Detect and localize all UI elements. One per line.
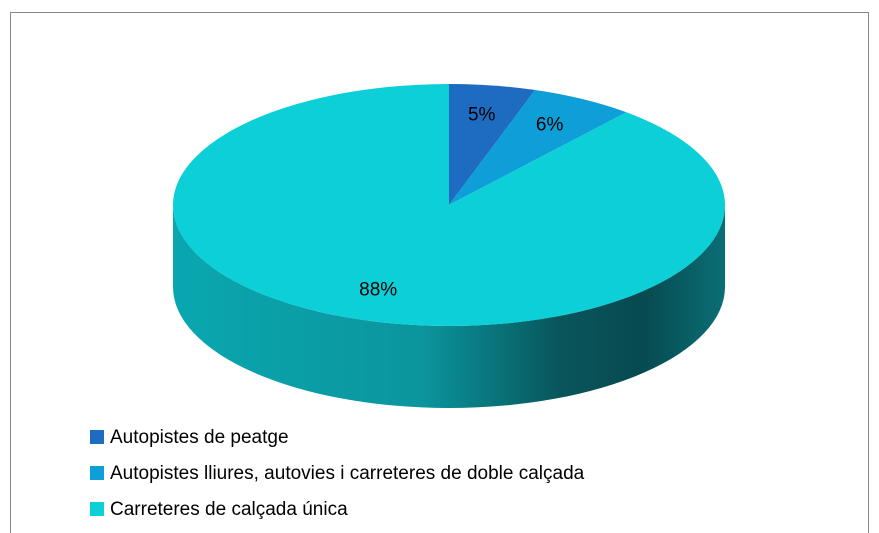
data-label: 6% (536, 115, 564, 136)
legend-label: Autopistes lliures, autovies i carretere… (110, 463, 585, 484)
pie-slice (449, 90, 627, 205)
pie-slice (172, 84, 726, 326)
legend-label: Autopistes de peatge (110, 427, 289, 448)
legend-swatch (90, 430, 104, 444)
data-label: 5% (468, 104, 496, 125)
data-label: 88% (359, 279, 397, 300)
legend-label: Carreteres de calçada única (110, 499, 348, 520)
legend-swatch (90, 466, 104, 480)
legend-swatch (90, 502, 104, 516)
chart-border (10, 12, 869, 533)
pie-slice (449, 84, 536, 205)
pie-side (173, 205, 725, 408)
